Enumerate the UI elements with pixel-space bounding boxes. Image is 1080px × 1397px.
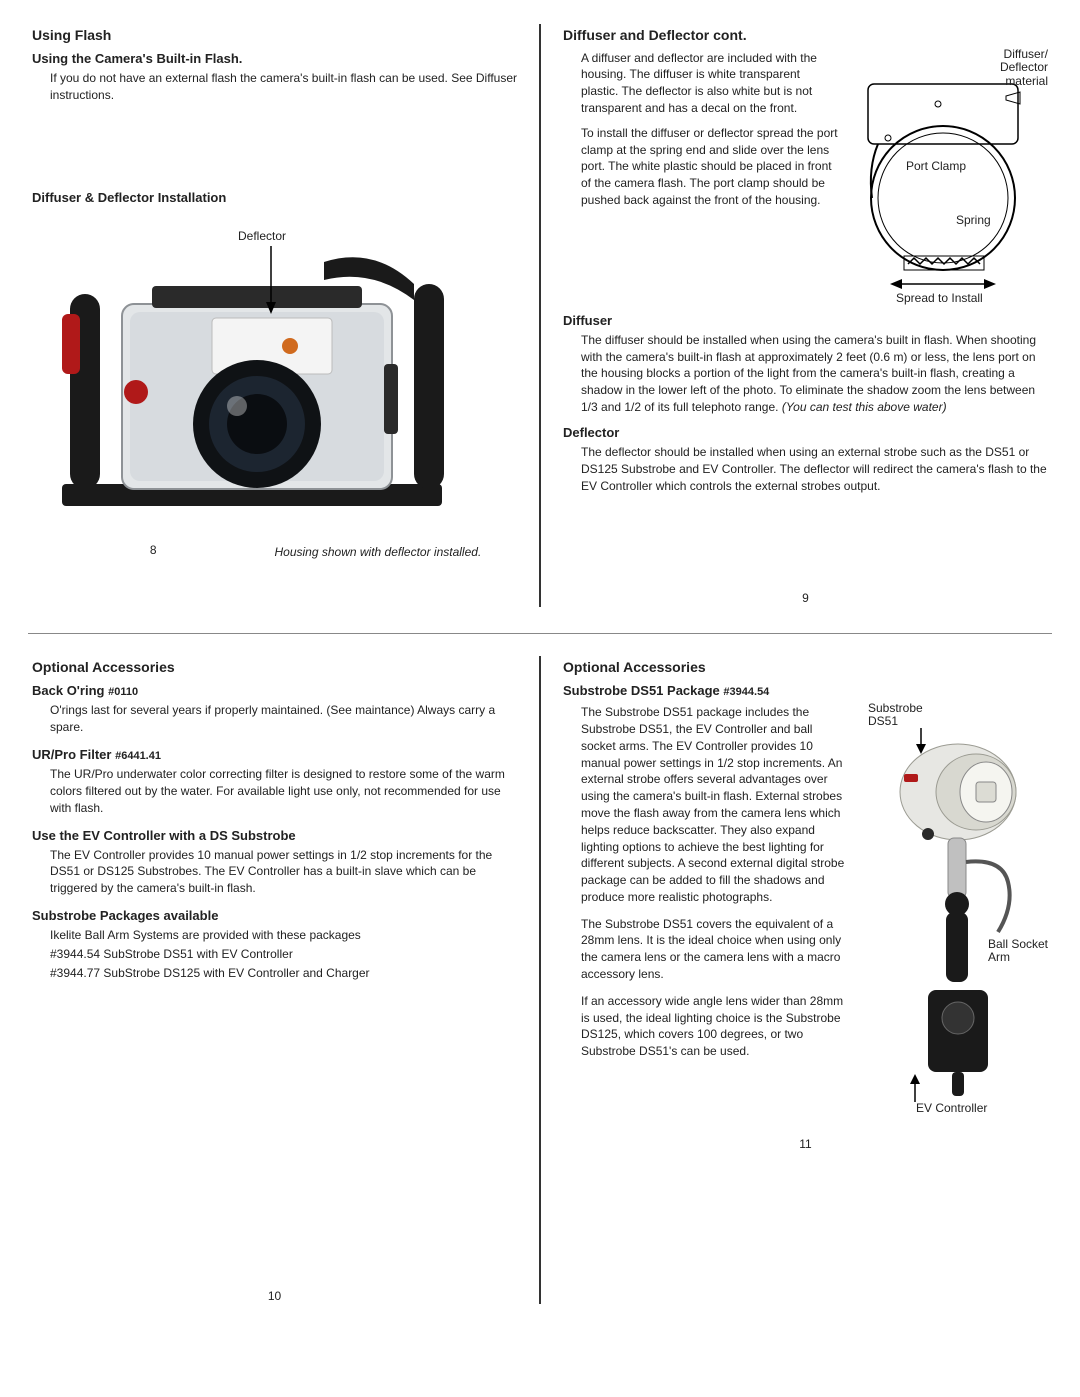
oring-partno: #0110 xyxy=(108,686,138,698)
housing-figure: Deflector xyxy=(32,214,472,534)
package-list: Ikelite Ball Arm Systems are provided wi… xyxy=(50,927,517,981)
diffuser-cont-p2: To install the diffuser or deflector spr… xyxy=(581,125,838,209)
ds51-partno: #3944.54 xyxy=(723,686,769,698)
housing-illustration xyxy=(32,214,472,534)
filter-title: UR/Pro Filter xyxy=(32,747,111,762)
ds51-title: Substrobe DS51 Package xyxy=(563,683,720,698)
heading-urpro-filter: UR/Pro Filter #6441.41 xyxy=(32,746,517,764)
deflector-body: The deflector should be installed when u… xyxy=(581,444,1048,494)
pkg-item-1: #3944.54 SubStrobe DS51 with EV Controll… xyxy=(50,946,517,963)
heading-deflector: Deflector xyxy=(563,424,1048,442)
spread-bottom: Optional Accessories Back O'ring #0110 O… xyxy=(28,656,1052,1304)
page-number-8: 8 xyxy=(32,542,275,559)
ds51-p3: If an accessory wide angle lens wider th… xyxy=(581,993,848,1060)
lbl-substrobe-ds51: SubstrobeDS51 xyxy=(868,702,923,728)
heading-diffuser: Diffuser xyxy=(563,312,1048,330)
lbl-diffuser-material: Diffuser/Deflectormaterial xyxy=(1000,48,1048,89)
housing-caption: Housing shown with deflector installed. xyxy=(275,544,518,561)
heading-diffuser-install: Diffuser & Deflector Installation xyxy=(32,189,517,207)
page-8: Using Flash Using the Camera's Built-in … xyxy=(28,24,521,607)
ds51-arrow-icon xyxy=(914,728,928,754)
substrobe-svg xyxy=(858,722,1048,1122)
diffuser-cont-block: A diffuser and deflector are included wi… xyxy=(563,48,1048,308)
port-clamp-diagram: Diffuser/Deflectormaterial Port Clamp Sp… xyxy=(848,48,1048,308)
substrobe-figure: SubstrobeDS51 Ball SocketArm EV Controll… xyxy=(858,702,1048,1122)
page-11: Optional Accessories Substrobe DS51 Pack… xyxy=(559,656,1052,1304)
ds51-text: The Substrobe DS51 package includes the … xyxy=(563,702,848,1070)
lbl-spring: Spring xyxy=(956,214,991,228)
heading-substrobe-packages: Substrobe Packages available xyxy=(32,907,517,925)
spread-top: Using Flash Using the Camera's Built-in … xyxy=(28,24,1052,607)
page-number-11: 11 xyxy=(563,1136,1048,1153)
lbl-ev-controller: EV Controller xyxy=(916,1102,987,1115)
deflector-arrow-icon xyxy=(264,246,278,316)
page-9: Diffuser and Deflector cont. A diffuser … xyxy=(559,24,1052,607)
heading-back-oring: Back O'ring #0110 xyxy=(32,682,517,700)
page-separator xyxy=(28,633,1052,634)
page8-caption-row: 8 Housing shown with deflector installed… xyxy=(32,538,517,561)
diffuser-body: The diffuser should be installed when us… xyxy=(581,332,1048,416)
heading-ds51-package: Substrobe DS51 Package #3944.54 xyxy=(563,682,1048,700)
lbl-port-clamp: Port Clamp xyxy=(906,160,966,174)
heading-using-flash: Using Flash xyxy=(32,26,517,46)
evc-arrow-icon xyxy=(908,1074,922,1102)
heading-optional-10: Optional Accessories xyxy=(32,658,517,678)
lbl-ball-socket-arm: Ball SocketArm xyxy=(988,938,1048,964)
spread-divider-bottom xyxy=(539,656,541,1304)
heading-optional-11: Optional Accessories xyxy=(563,658,1048,678)
builtin-flash-body: If you do not have an external flash the… xyxy=(50,70,517,104)
diffuser-body-tail: (You can test this above water) xyxy=(778,400,946,414)
filter-body: The UR/Pro underwater color correcting f… xyxy=(50,766,517,816)
heading-builtin-flash: Using the Camera's Built-in Flash. xyxy=(32,50,517,68)
page-number-9: 9 xyxy=(563,590,1048,607)
oring-body: O'rings last for several years if proper… xyxy=(50,702,517,736)
spread-divider-top xyxy=(539,24,541,607)
deflector-label: Deflector xyxy=(238,228,286,245)
page-number-10: 10 xyxy=(32,1288,517,1305)
ds51-p2: The Substrobe DS51 covers the equivalent… xyxy=(581,916,848,983)
page-10: Optional Accessories Back O'ring #0110 O… xyxy=(28,656,521,1304)
ds51-block: The Substrobe DS51 package includes the … xyxy=(563,702,1048,1122)
diffuser-cont-p1: A diffuser and deflector are included wi… xyxy=(581,50,838,117)
heading-diffuser-cont: Diffuser and Deflector cont. xyxy=(563,26,1048,46)
diffuser-cont-text: A diffuser and deflector are included wi… xyxy=(563,48,838,217)
pkg-intro: Ikelite Ball Arm Systems are provided wi… xyxy=(50,927,517,944)
ev-body: The EV Controller provides 10 manual pow… xyxy=(50,847,517,897)
heading-ev-controller: Use the EV Controller with a DS Substrob… xyxy=(32,827,517,845)
filter-partno: #6441.41 xyxy=(115,750,161,762)
pkg-item-2: #3944.77 SubStrobe DS125 with EV Control… xyxy=(50,965,517,982)
lbl-spread-install: Spread to Install xyxy=(896,292,983,306)
oring-title: Back O'ring xyxy=(32,683,104,698)
ds51-p1: The Substrobe DS51 package includes the … xyxy=(581,704,848,906)
